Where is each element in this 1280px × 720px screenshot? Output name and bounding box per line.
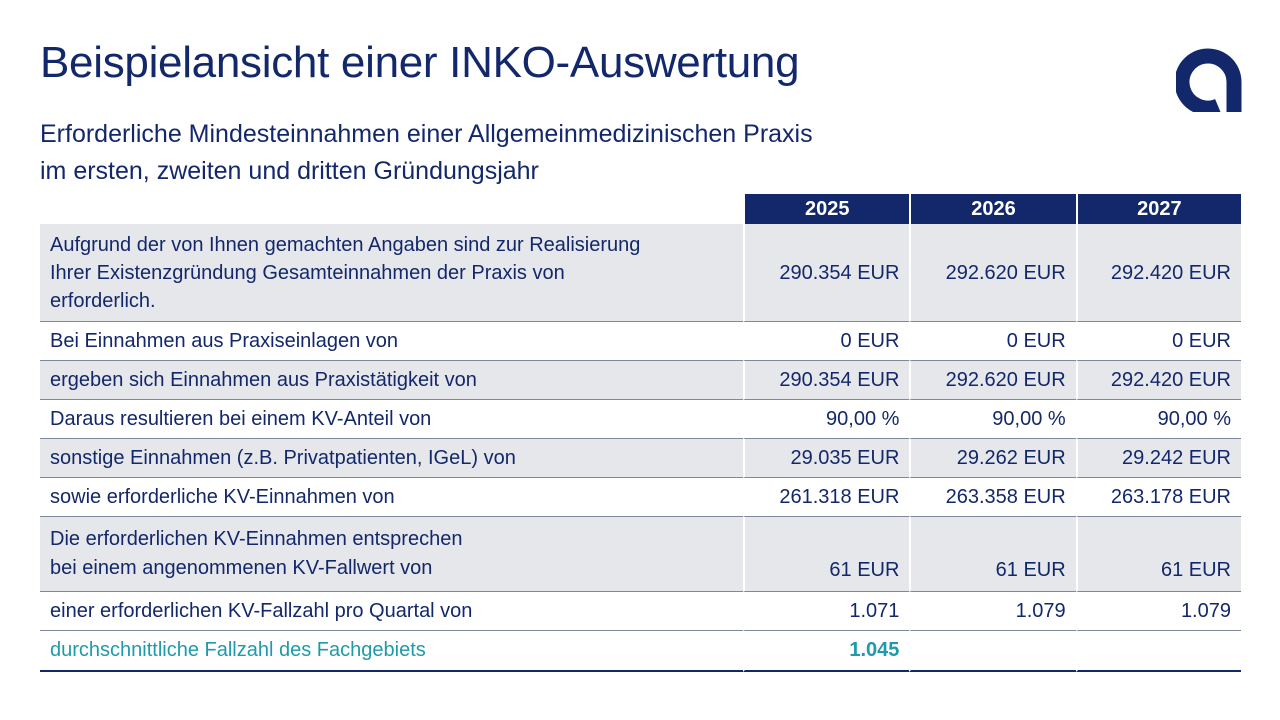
table-row-kv-einnahmen: sowie erforderliche KV-Einnahmen von 261…: [40, 478, 1241, 517]
income-table: 2025 2026 2027 Aufgrund der von Ihnen ge…: [40, 194, 1241, 672]
table-row-praxiseinlagen: Bei Einnahmen aus Praxiseinlagen von 0 E…: [40, 322, 1241, 361]
value-cell-2025: 90,00 %: [743, 400, 910, 439]
subtitle-line-2: im ersten, zweiten und dritten Gründungs…: [40, 157, 539, 185]
value-cell-2027: 1.079: [1075, 592, 1241, 631]
value-cell-2027: 29.242 EUR: [1075, 439, 1241, 478]
table-row-kv-fallzahl: einer erforderlichen KV-Fallzahl pro Qua…: [40, 592, 1241, 631]
value-cell-2027: 292.420 EUR: [1075, 224, 1241, 322]
row-label: ergeben sich Einnahmen aus Praxistätigke…: [40, 361, 744, 400]
table-header-row: 2025 2026 2027: [40, 194, 1241, 224]
table-row-gesamteinnahmen: Aufgrund der von Ihnen gemachten Angaben…: [40, 224, 1241, 322]
empty-cell-2027: [1075, 631, 1241, 672]
row-label-line: Ihrer Existenzgründung Gesamteinnahmen d…: [50, 261, 565, 284]
subtitle: Erforderliche Mindesteinnahmen einer All…: [40, 116, 813, 190]
row-label-line: Die erforderlichen KV-Einnahmen entsprec…: [50, 528, 463, 550]
row-label-line: bei einem angenommenen KV-Fallwert von: [50, 557, 433, 579]
row-label: Bei Einnahmen aus Praxiseinlagen von: [40, 322, 744, 361]
value-cell-2026: 263.358 EUR: [909, 478, 1076, 517]
row-label: Daraus resultieren bei einem KV-Anteil v…: [40, 400, 744, 439]
empty-cell-2026: [909, 631, 1076, 672]
value-cell-2025: 261.318 EUR: [743, 478, 910, 517]
table-row-durchschnittliche-fallzahl: durchschnittliche Fallzahl des Fachgebie…: [40, 631, 1241, 672]
year-header-2027: 2027: [1075, 194, 1241, 224]
value-cell-2025: 290.354 EUR: [743, 224, 910, 322]
value-cell-2027: 61 EUR: [1075, 517, 1241, 592]
subtitle-line-1: Erforderliche Mindesteinnahmen einer All…: [40, 120, 813, 148]
table-row-praxistaetigkeit: ergeben sich Einnahmen aus Praxistätigke…: [40, 361, 1241, 400]
table-row-kv-anteil: Daraus resultieren bei einem KV-Anteil v…: [40, 400, 1241, 439]
value-cell-2026: 0 EUR: [909, 322, 1076, 361]
value-cell-2025: 0 EUR: [743, 322, 910, 361]
row-label: durchschnittliche Fallzahl des Fachgebie…: [40, 631, 744, 672]
value-cell-2027: 292.420 EUR: [1075, 361, 1241, 400]
value-cell-2027: 263.178 EUR: [1075, 478, 1241, 517]
value-cell-2026: 292.620 EUR: [909, 361, 1076, 400]
page-title: Beispielansicht einer INKO-Auswertung: [40, 38, 800, 87]
value-cell-2027: 90,00 %: [1075, 400, 1241, 439]
value-cell-2026: 61 EUR: [909, 517, 1076, 592]
value-cell-2026: 1.079: [909, 592, 1076, 631]
table-row-kv-fallwert: Die erforderlichen KV-Einnahmen entsprec…: [40, 517, 1241, 592]
table-row-sonstige-einnahmen: sonstige Einnahmen (z.B. Privatpatienten…: [40, 439, 1241, 478]
value-cell-2027: 0 EUR: [1075, 322, 1241, 361]
row-label-line: erforderlich.: [50, 289, 156, 312]
header-blank-cell: [40, 194, 744, 224]
row-label: Aufgrund der von Ihnen gemachten Angaben…: [40, 224, 744, 322]
value-cell-2026: 90,00 %: [909, 400, 1076, 439]
value-cell-2025: 29.035 EUR: [743, 439, 910, 478]
value-cell-2025: 290.354 EUR: [743, 361, 910, 400]
value-cell-2025: 1.045: [743, 631, 910, 672]
year-header-2025: 2025: [743, 194, 910, 224]
value-cell-2026: 29.262 EUR: [909, 439, 1076, 478]
row-label: sonstige Einnahmen (z.B. Privatpatienten…: [40, 439, 744, 478]
value-cell-2026: 292.620 EUR: [909, 224, 1076, 322]
year-header-2026: 2026: [909, 194, 1076, 224]
row-label: einer erforderlichen KV-Fallzahl pro Qua…: [40, 592, 744, 631]
value-cell-2025: 1.071: [743, 592, 910, 631]
value-cell-2025: 61 EUR: [743, 517, 910, 592]
row-label: sowie erforderliche KV-Einnahmen von: [40, 478, 744, 517]
row-label-line: Aufgrund der von Ihnen gemachten Angaben…: [50, 233, 641, 256]
row-label: Die erforderlichen KV-Einnahmen entsprec…: [40, 517, 744, 592]
brand-a-logo-icon: [1176, 48, 1242, 112]
